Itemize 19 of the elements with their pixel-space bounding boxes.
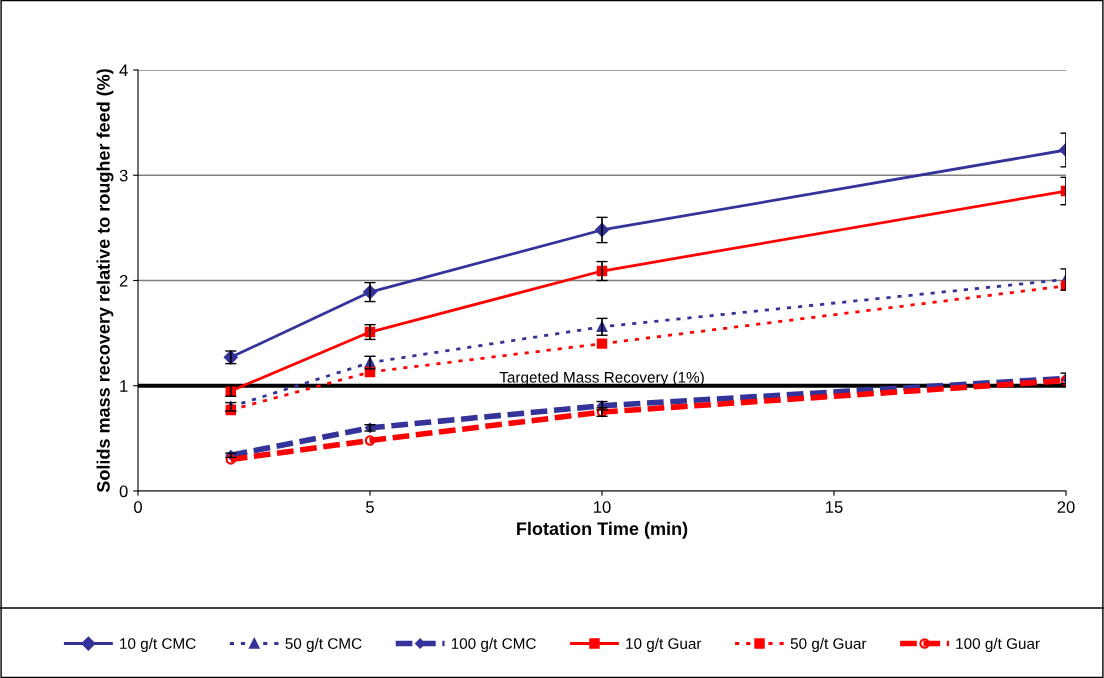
legend-label: 10 g/t CMC (120, 637, 196, 653)
legend-label: 100 g/t CMC (451, 637, 536, 653)
y-axis-title: Solids mass recovery relative to rougher feed (%) (96, 69, 114, 493)
y-tick-label: 2 (119, 274, 128, 287)
y-tick-label: 3 (119, 169, 128, 182)
x-tick-label: 0 (134, 501, 142, 513)
x-tick-label: 10 (594, 501, 611, 513)
y-tick-label: 0 (119, 485, 128, 498)
legend-label: 50 g/t Guar (790, 637, 867, 653)
y-tick-label: 1 (120, 380, 128, 392)
ref-line-label: Targeted Mass Recovery (1%) (499, 371, 704, 386)
x-axis-title: Flotation Time (min) (517, 521, 688, 539)
x-tick-label: 5 (366, 501, 374, 513)
x-tick-label: 20 (1057, 501, 1075, 513)
legend-label: 10 g/t Guar (626, 637, 702, 653)
x-tick-label: 15 (826, 501, 843, 513)
legend-label: 100 g/t Guar (956, 637, 1040, 653)
legend-label: 50 g/t CMC (285, 637, 362, 653)
y-tick-label: 4 (119, 64, 128, 77)
